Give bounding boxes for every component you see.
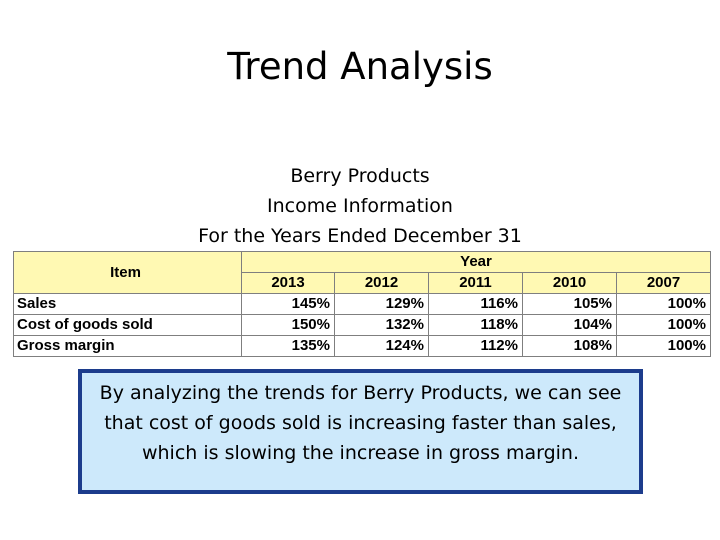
table-cell: 108% (522, 335, 617, 357)
row-label: Gross margin (13, 335, 242, 357)
year-column-header: 2011 (428, 272, 523, 294)
table-cell: 132% (334, 314, 429, 336)
table-cell: 105% (522, 293, 617, 315)
subtitle-report: Income Information (267, 195, 453, 217)
note-line: which is slowing the increase in gross m… (141, 442, 580, 464)
table-header-row: Item Year (13, 251, 711, 294)
row-label: Sales (13, 293, 242, 315)
table-cell: 118% (428, 314, 523, 336)
row-label: Cost of goods sold (13, 314, 242, 336)
year-column-header: 2012 (334, 272, 429, 294)
year-column-header: 2013 (241, 272, 335, 294)
table-cell: 100% (616, 293, 711, 315)
table-cell: 124% (334, 335, 429, 357)
note-line: that cost of goods sold is increasing fa… (104, 412, 617, 434)
table-cell: 129% (334, 293, 429, 315)
subtitle-company: Berry Products (290, 165, 430, 187)
analysis-note: By analyzing the trends for Berry Produc… (78, 369, 643, 494)
subtitle-period: For the Years Ended December 31 (198, 225, 522, 247)
table-cell: 150% (241, 314, 335, 336)
income-table: Item Year 2013 2012 2011 2010 2007 Sales… (13, 251, 711, 357)
table-cell: 112% (428, 335, 523, 357)
table-row: Sales 145% 129% 116% 105% 100% (13, 293, 711, 315)
table-cell: 135% (241, 335, 335, 357)
table-row: Gross margin 135% 124% 112% 108% 100% (13, 335, 711, 357)
table-cell: 145% (241, 293, 335, 315)
item-header: Item (13, 251, 242, 294)
subtitle-block: Berry Products Income Information For th… (0, 161, 720, 251)
year-column-header: 2007 (616, 272, 711, 294)
table-row: Cost of goods sold 150% 132% 118% 104% 1… (13, 314, 711, 336)
slide-title: Trend Analysis (227, 45, 493, 88)
year-column-header: 2010 (522, 272, 617, 294)
table-cell: 100% (616, 314, 711, 336)
table-cell: 104% (522, 314, 617, 336)
note-line: By analyzing the trends for Berry Produc… (99, 382, 622, 404)
table-years-row: 2013 2012 2011 2010 2007 (14, 272, 711, 294)
table-cell: 116% (428, 293, 523, 315)
year-header: Year (241, 251, 711, 273)
table-cell: 100% (616, 335, 711, 357)
